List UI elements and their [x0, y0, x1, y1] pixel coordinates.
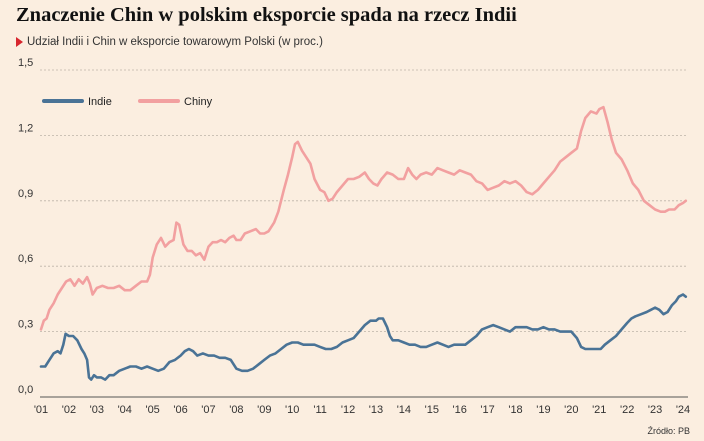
series-lines	[39, 105, 688, 381]
x-tick-label: '13	[369, 404, 383, 416]
x-tick-label: '18	[508, 404, 522, 416]
y-axis-labels: 0,0 0,3 0,6 0,9 1,2 1,5	[18, 57, 33, 396]
subtitle-triangle-icon	[16, 37, 23, 47]
x-tick-label: '10	[285, 404, 299, 416]
x-tick-label: '06	[173, 404, 187, 416]
chart-title: Znaczenie Chin w polskim eksporcie spada…	[16, 4, 517, 26]
x-tick-label: '07	[201, 404, 215, 416]
subtitle-text: Udział Indii i Chin w eksporcie towarowy…	[27, 36, 323, 48]
y-tick-label: 0,6	[18, 253, 33, 265]
x-tick-label: '11	[313, 404, 327, 416]
x-tick-label: '16	[453, 404, 467, 416]
x-tick-label: '20	[564, 404, 578, 416]
series-line-indie	[39, 293, 688, 381]
legend-label-indie: Indie	[88, 96, 112, 108]
legend: Indie Chiny	[42, 96, 213, 108]
x-tick-label: '04	[118, 404, 132, 416]
y-tick-label: 1,5	[18, 57, 33, 69]
legend-label-chiny: Chiny	[184, 96, 213, 108]
source-note: Źródło: PB	[647, 426, 690, 436]
x-tick-label: '21	[592, 404, 606, 416]
x-tick-label: '05	[145, 404, 159, 416]
x-tick-label: '08	[229, 404, 243, 416]
x-tick-label: '14	[397, 404, 411, 416]
x-axis-labels: '01 '02 '03 '04 '05 '06 '07 '08 '09 '10 '11 '12 '13 '…	[34, 404, 690, 416]
x-tick-label: '23	[648, 404, 662, 416]
x-tick-label: '17	[480, 404, 494, 416]
x-tick-label: '02	[62, 404, 76, 416]
x-tick-label: '15	[425, 404, 439, 416]
x-tick-label: '01	[34, 404, 48, 416]
series-line-chiny	[39, 105, 688, 331]
y-tick-label: 0,3	[18, 319, 33, 331]
x-tick-label: '19	[536, 404, 550, 416]
y-tick-label: 0,9	[18, 188, 33, 200]
x-tick-label: '09	[257, 404, 271, 416]
x-tick-label: '22	[620, 404, 634, 416]
y-tick-label: 1,2	[18, 122, 33, 134]
x-tick-label: '24	[676, 404, 690, 416]
chart-subtitle: Udział Indii i Chin w eksporcie towarowy…	[16, 36, 323, 48]
x-tick-label: '03	[90, 404, 104, 416]
x-tick-label: '12	[341, 404, 355, 416]
y-tick-label: 0,0	[18, 384, 33, 396]
